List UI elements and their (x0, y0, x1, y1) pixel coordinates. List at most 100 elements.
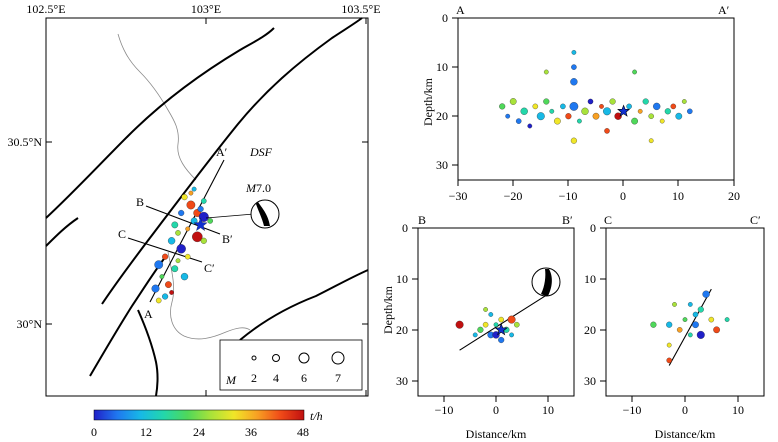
section-aa-event-marker (543, 69, 549, 75)
map-event-marker (181, 194, 188, 201)
section-cc-ytick-label: 0 (590, 221, 596, 235)
map-event-marker (175, 258, 181, 264)
mainshock-star-marker (193, 217, 208, 231)
section-aa-event-marker (543, 98, 550, 105)
section-aa-xtick-label: −20 (504, 189, 523, 203)
section-aa-panel: A A′ Depth/km −30 −20 −10 0 10 20 0 10 2… (421, 3, 740, 203)
section-cc-event-marker (666, 321, 673, 328)
fault-line (45, 217, 79, 247)
map-event-marker (178, 209, 185, 217)
lat-tick-label: 30.5°N (8, 135, 43, 149)
section-cc-event-marker (713, 326, 720, 334)
lat-tick-label: 30°N (17, 317, 43, 331)
section-cc-event-marker (697, 306, 704, 313)
section-aa-frame (457, 17, 735, 181)
section-aa-event-marker (659, 118, 665, 124)
section-cc-xtick-label: 0 (682, 403, 688, 417)
section-cc-left-label: C (604, 213, 612, 227)
section-cc-event-marker (708, 316, 715, 323)
magnitude-legend-circle (251, 355, 257, 361)
map-event-marker (207, 218, 213, 224)
section-bb-ytick-label: 0 (402, 221, 408, 235)
section-cc-event-marker (692, 311, 699, 318)
section-cc-right-label: C′ (750, 213, 761, 227)
section-bb-event-marker (482, 321, 489, 328)
section-cc-event-marker (650, 321, 657, 328)
section-aa-event-marker (592, 112, 600, 120)
map-event-marker (162, 293, 169, 300)
section-aa-ticks (452, 17, 735, 186)
profile-line-bb (145, 205, 221, 235)
profile-label: A (144, 307, 153, 321)
section-aa-xtick-label: −30 (449, 189, 468, 203)
section-cc-event-marker (687, 302, 693, 307)
map-event-marker (192, 231, 203, 243)
section-cc-ytick-label: 10 (584, 272, 596, 286)
section-cc-event-marker (724, 317, 730, 322)
section-cc-event-marker (696, 330, 705, 339)
fault-line (45, 27, 275, 219)
section-cc-event-marker (692, 321, 699, 329)
beachball-leader-line (205, 213, 255, 219)
section-bb-event-marker (472, 332, 478, 338)
magnitude-legend-title: M (225, 373, 237, 387)
map-event-marker (171, 221, 179, 229)
section-aa-event-marker (565, 113, 572, 120)
river-line (167, 251, 251, 340)
section-bb-right-label: B′ (562, 213, 573, 227)
magnitude-legend-circle (272, 354, 280, 362)
colorbar-tick: 24 (193, 425, 205, 439)
colorbar-tick: 48 (297, 425, 309, 439)
section-cc-event-marker (702, 290, 710, 298)
map-events (151, 186, 213, 304)
section-cc-fault-trace (668, 288, 712, 366)
fault-name-label: DSF (249, 145, 273, 159)
section-aa-xtick-label: 0 (620, 189, 626, 203)
section-aa-event-marker (499, 103, 506, 110)
section-aa-event-marker (560, 103, 566, 110)
map-event-marker (180, 272, 189, 281)
section-aa-event-marker (637, 108, 643, 114)
section-cc-panel: C C′ Distance/km −10 0 10 0 10 20 30 (584, 213, 765, 441)
section-aa-event-marker (587, 98, 594, 105)
magnitude-legend: M 2 4 6 7 (219, 339, 363, 391)
map-event-marker (169, 290, 174, 295)
section-aa-ytick-label: 0 (442, 11, 448, 25)
map-event-marker (167, 237, 176, 245)
magnitude-legend-value: 2 (251, 371, 257, 385)
map-event-marker (165, 281, 172, 288)
section-aa-event-marker (570, 137, 577, 144)
section-aa-ytick-label: 30 (436, 158, 448, 172)
section-aa-ytick-label: 10 (436, 60, 448, 74)
map-event-marker (176, 244, 186, 254)
section-aa-event-marker (648, 113, 654, 119)
section-cc-xtick-label: 10 (732, 403, 744, 417)
section-cc-ticks (600, 227, 739, 402)
colorbar-ramp (93, 409, 305, 421)
section-aa-event-marker (515, 118, 522, 124)
fault-line (101, 17, 363, 305)
section-bb-event-marker (483, 307, 488, 312)
section-aa-event-marker (670, 103, 677, 110)
section-aa-event-marker (577, 118, 582, 124)
section-aa-events (499, 50, 693, 144)
map-event-marker (186, 200, 196, 210)
map-event-marker (162, 253, 169, 260)
section-aa-event-marker (536, 112, 545, 121)
lon-tick-label: 103.5°E (341, 2, 380, 16)
section-cc-event-marker (676, 327, 683, 333)
section-aa-event-marker (532, 103, 539, 110)
map-event-marker (155, 297, 162, 304)
section-aa-event-marker (604, 128, 610, 134)
section-cc-xtick-label: −10 (623, 403, 642, 417)
magnitude-legend-value: 4 (273, 371, 279, 385)
section-bb-ytick-label: 20 (396, 323, 408, 337)
section-bb-panel: B B′ Depth/km Distance/km −10 0 10 0 10 … (381, 213, 575, 441)
magnitude-legend-value: 6 (301, 371, 307, 385)
section-aa-event-marker (642, 98, 649, 105)
section-bb-event-marker (498, 316, 504, 323)
map-event-marker (191, 186, 197, 192)
map-event-marker (184, 253, 191, 260)
map-event-marker (171, 265, 179, 273)
